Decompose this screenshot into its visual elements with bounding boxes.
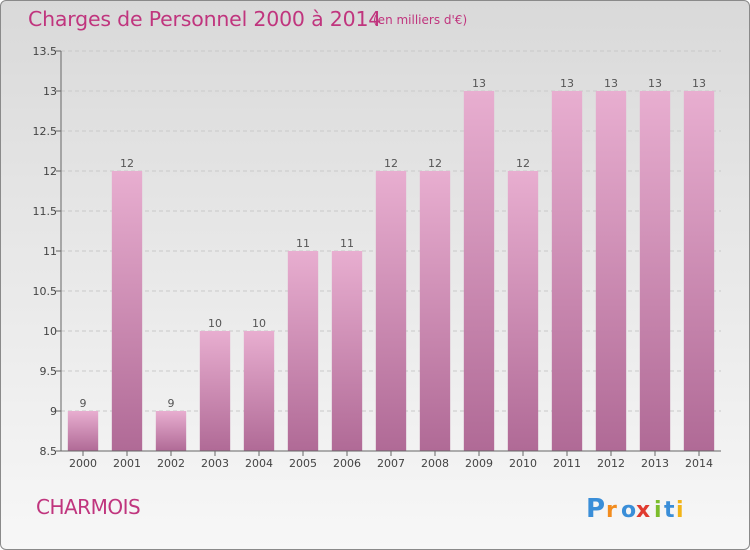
bar-value-label: 12 (428, 157, 442, 170)
x-tick-label: 2008 (421, 457, 449, 470)
x-tick-label: 2009 (465, 457, 493, 470)
bar-value-label: 13 (648, 77, 662, 90)
y-tick-label: 11.5 (33, 205, 58, 218)
x-tick-label: 2014 (685, 457, 713, 470)
x-tick-label: 2012 (597, 457, 625, 470)
y-tick-label: 12.5 (33, 125, 58, 138)
bar (551, 91, 583, 451)
bar (683, 91, 715, 451)
bar (507, 171, 539, 451)
bar-value-label: 11 (340, 237, 354, 250)
bar (199, 331, 231, 451)
x-tick-label: 2004 (245, 457, 273, 470)
logo-letter: i (676, 498, 684, 523)
bar-value-label: 9 (80, 397, 87, 410)
y-tick-label: 9.5 (40, 365, 58, 378)
bar-value-label: 11 (296, 237, 310, 250)
bar (419, 171, 451, 451)
bar-value-label: 10 (252, 317, 266, 330)
bar (155, 411, 187, 451)
bar (331, 251, 363, 451)
x-tick-label: 2005 (289, 457, 317, 470)
logo-letter: x (636, 498, 650, 523)
bar (287, 251, 319, 451)
x-tick-label: 2001 (113, 457, 141, 470)
y-tick-label: 12 (43, 165, 57, 178)
bar-value-label: 12 (516, 157, 530, 170)
y-tick-label: 8.5 (40, 445, 58, 458)
x-tick-label: 2007 (377, 457, 405, 470)
bar-value-label: 13 (472, 77, 486, 90)
bar-value-label: 9 (168, 397, 175, 410)
logo-letter: i (654, 498, 662, 523)
y-tick-label: 13.5 (33, 45, 58, 58)
logo-letter: t (664, 498, 675, 523)
bar-value-label: 13 (692, 77, 706, 90)
x-tick-label: 2010 (509, 457, 537, 470)
bar (595, 91, 627, 451)
bar (67, 411, 99, 451)
x-tick-label: 2013 (641, 457, 669, 470)
bar (463, 91, 495, 451)
bar (111, 171, 143, 451)
logo-letter: r (606, 498, 617, 523)
x-tick-label: 2002 (157, 457, 185, 470)
y-tick-label: 10.5 (33, 285, 58, 298)
x-tick-label: 2011 (553, 457, 581, 470)
y-tick-label: 11 (43, 245, 57, 258)
bar-value-label: 13 (560, 77, 574, 90)
y-tick-label: 10 (43, 325, 57, 338)
y-tick-label: 9 (50, 405, 57, 418)
logo-letter: P (586, 494, 605, 524)
bar-value-label: 12 (384, 157, 398, 170)
x-tick-label: 2006 (333, 457, 361, 470)
logo-letter: o (621, 498, 636, 523)
bar-value-label: 12 (120, 157, 134, 170)
bar (243, 331, 275, 451)
bar (375, 171, 407, 451)
chart-subtitle: (en milliers d'€) (373, 13, 468, 27)
chart-title: Charges de Personnel 2000 à 2014 (28, 7, 382, 31)
y-tick-label: 13 (43, 85, 57, 98)
x-tick-label: 2003 (201, 457, 229, 470)
x-tick-label: 2000 (69, 457, 97, 470)
bar-value-label: 13 (604, 77, 618, 90)
bar-value-label: 10 (208, 317, 222, 330)
commune-name: CHARMOIS (36, 495, 141, 519)
bar (639, 91, 671, 451)
